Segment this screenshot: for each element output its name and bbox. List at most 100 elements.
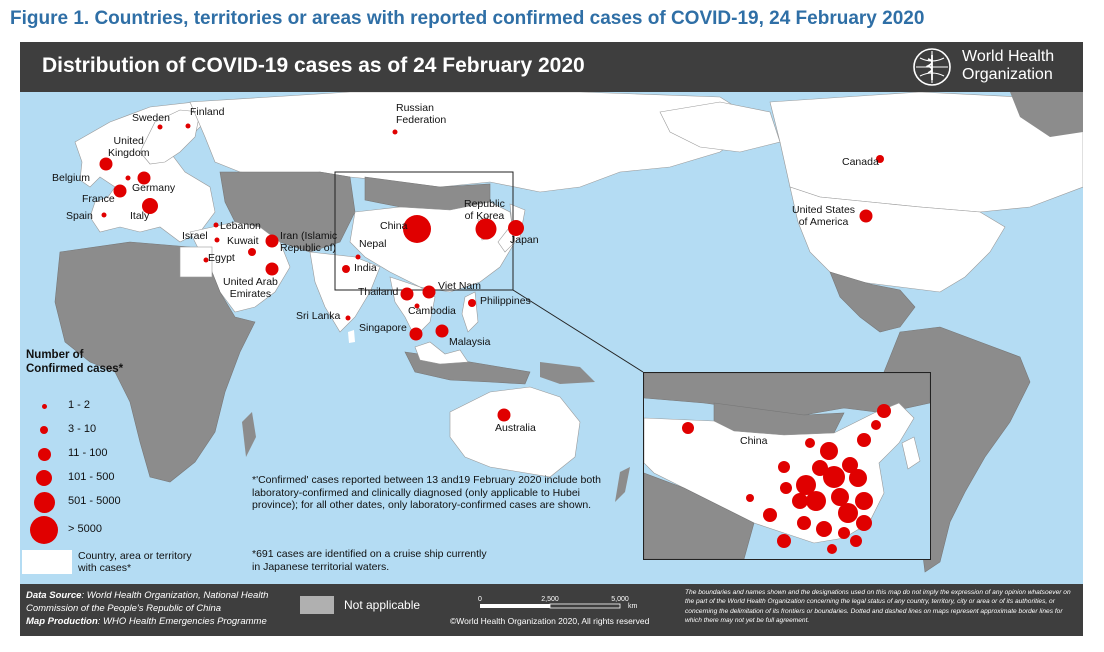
label-lebanon: Lebanon — [220, 220, 261, 232]
usa-landmass — [789, 186, 1006, 293]
case-dot — [203, 257, 209, 263]
case-dot — [99, 157, 113, 171]
case-dot — [475, 218, 497, 240]
label-iran: Iran (Islamic Republic of) — [280, 230, 338, 254]
inset-case-dot — [763, 508, 777, 522]
label-france: France — [82, 193, 115, 205]
legend-item: 501 - 5000 — [20, 490, 170, 514]
map-production-text: : WHO Health Emergencies Programme — [97, 616, 267, 627]
inset-case-dot — [856, 515, 872, 531]
inset-case-dot — [823, 466, 845, 488]
label-canada: Canada — [842, 156, 879, 168]
case-dot — [214, 237, 220, 243]
inset-case-dot — [746, 494, 754, 502]
inset-case-dot — [777, 534, 791, 548]
label-sri-lanka: Sri Lanka — [296, 310, 341, 322]
case-dot — [422, 285, 436, 299]
inset-korea — [901, 436, 921, 470]
case-dot — [400, 287, 414, 301]
inset-case-dots — [682, 404, 891, 554]
case-dot — [142, 198, 158, 214]
inset-case-dot — [778, 461, 790, 473]
legend-title: Number of Confirmed cases* — [26, 349, 124, 375]
india-landmass — [309, 251, 381, 333]
inset-case-dot — [816, 521, 832, 537]
who-name-line2: Organization — [962, 66, 1053, 83]
inset-case-dot — [849, 469, 867, 487]
legend-dot — [40, 426, 48, 434]
inset-case-dot — [850, 535, 862, 547]
case-dot — [345, 315, 351, 321]
inset-label-china: China — [740, 435, 768, 447]
label-singapore: Singapore — [359, 322, 407, 334]
source-credits: Data Source: World Health Organization, … — [26, 589, 316, 628]
case-dot — [435, 324, 449, 338]
label-russia: Russian Federation — [396, 102, 447, 126]
inset-case-dot — [827, 544, 837, 554]
mexico-landmass — [829, 271, 916, 333]
not-applicable-label: Not applicable — [344, 598, 421, 612]
china-inset: China — [643, 372, 931, 560]
legend-label: 3 - 10 — [68, 423, 97, 435]
case-dot — [859, 209, 873, 223]
inset-case-dot — [792, 493, 808, 509]
figure-title: Figure 1. Countries, territories or area… — [10, 8, 925, 29]
legend-dot — [41, 403, 47, 409]
case-dot — [213, 222, 219, 228]
map-production-label: Map Production — [26, 616, 98, 627]
scale-bar: 0 2,500 5,000 km — [460, 592, 660, 622]
case-dot — [125, 175, 131, 181]
map-area: Sweden Finland Russian Federation United… — [20, 92, 1083, 584]
inset-case-dot — [838, 527, 850, 539]
scandinavia-landmass — [139, 109, 201, 165]
label-belgium: Belgium — [52, 172, 90, 184]
footer: Data Source: World Health Organization, … — [20, 584, 1083, 636]
case-dot — [414, 303, 420, 309]
inset-case-dot — [877, 404, 891, 418]
label-kuwait: Kuwait — [227, 235, 259, 247]
inset-case-dot — [797, 516, 811, 530]
label-italy: Italy — [130, 210, 150, 222]
inset-case-dot — [805, 438, 815, 448]
legend-label: 101 - 500 — [68, 471, 115, 483]
label-australia: Australia — [495, 422, 536, 434]
legend-dot — [30, 516, 58, 544]
label-china: China — [380, 220, 408, 232]
case-dot — [392, 129, 398, 135]
note-confirmed: *'Confirmed' cases reported between 13 a… — [252, 474, 601, 511]
label-nepal: Nepal — [359, 238, 387, 250]
inset-case-dot — [838, 503, 858, 523]
madagascar-landmass — [242, 412, 256, 457]
malaysia-landmass — [414, 341, 469, 365]
label-sweden: Sweden — [132, 112, 170, 124]
china-landmass — [349, 201, 516, 293]
data-source-label: Data Source — [26, 590, 82, 601]
inset-case-dot — [842, 457, 858, 473]
label-usa: United States of America — [792, 204, 856, 228]
case-dot — [497, 408, 511, 422]
case-dot — [185, 123, 191, 129]
inset-case-dot — [857, 433, 871, 447]
map-title: Distribution of COVID-19 cases as of 24 … — [42, 54, 585, 77]
alaska-landmass — [659, 101, 781, 153]
case-dot — [137, 171, 151, 185]
who-emblem-icon — [913, 48, 951, 86]
label-japan: Japan — [510, 234, 539, 246]
case-dot — [355, 254, 361, 260]
copyright: ©World Health Organization 2020, All rig… — [450, 616, 650, 626]
case-dot — [468, 299, 476, 307]
scale-tick-2: 5,000 — [611, 596, 629, 603]
inset-case-dot — [855, 492, 873, 510]
label-philippines: Philippines — [480, 295, 531, 307]
scale-unit: km — [628, 603, 638, 610]
legend-affected-swatch — [22, 550, 72, 574]
label-israel: Israel — [182, 230, 208, 242]
legend-item: 3 - 10 — [20, 418, 170, 442]
inset-case-dot — [806, 491, 826, 511]
inset-case-dot — [796, 475, 816, 495]
world-map — [54, 92, 1083, 573]
label-cambodia: Cambodia — [408, 305, 456, 317]
case-dot — [265, 262, 279, 276]
label-india: India — [354, 262, 377, 274]
inset-case-dot — [831, 488, 849, 506]
